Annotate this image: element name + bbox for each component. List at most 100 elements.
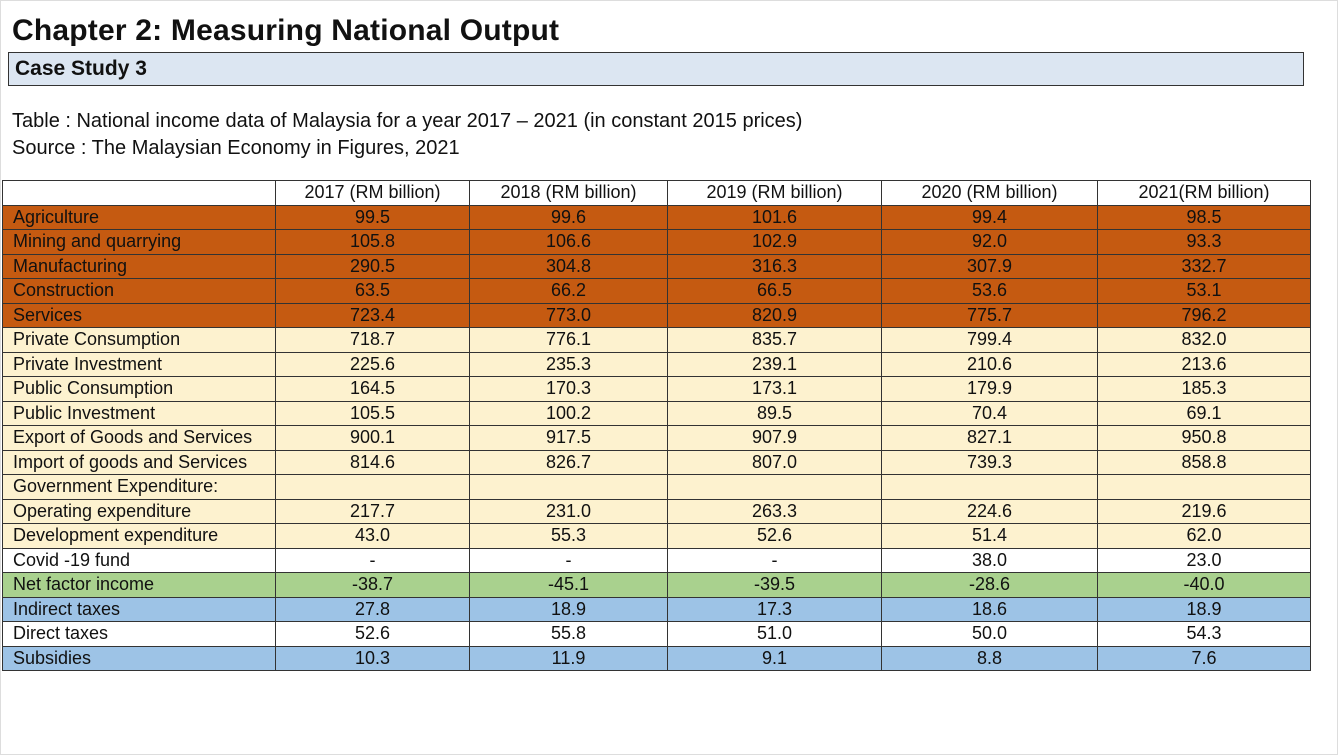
value-cell: 170.3 — [469, 376, 668, 402]
value-cell: 89.5 — [667, 400, 882, 426]
caption-line: Table : National income data of Malaysia… — [12, 110, 803, 132]
value-cell: 55.3 — [469, 523, 668, 549]
value-cell: 858.8 — [1097, 449, 1311, 475]
table-row: Covid -19 fund - - -38.0 23.0 — [2, 547, 1311, 573]
row-label: Covid -19 fund — [2, 547, 276, 573]
value-cell: 100.2 — [469, 400, 668, 426]
value-cell: 316.3 — [667, 253, 882, 279]
value-cell: 832.0 — [1097, 327, 1311, 353]
table-row: Government Expenditure: — [2, 474, 1311, 500]
value-cell: 307.9 — [881, 253, 1098, 279]
table-row: Direct taxes 52.6 55.8 51.0 50.0 54.3 — [2, 621, 1311, 647]
value-cell: 907.9 — [667, 425, 882, 451]
table-row: Operating expenditure 217.7 231.0 263.3 224.… — [2, 498, 1311, 524]
table-caption: Table : National income data of Malaysia… — [12, 108, 802, 162]
value-cell: 69.1 — [1097, 400, 1311, 426]
value-cell: 66.2 — [469, 278, 668, 304]
value-cell: 52.6 — [667, 523, 882, 549]
column-header: 2017 (RM billion) — [275, 180, 470, 206]
row-label: Public Consumption — [2, 376, 276, 402]
value-cell: 10.3 — [275, 645, 470, 671]
value-cell: 820.9 — [667, 302, 882, 328]
value-cell: 799.4 — [881, 327, 1098, 353]
row-label: Export of Goods and Services — [2, 425, 276, 451]
value-cell: 173.1 — [667, 376, 882, 402]
value-cell: 332.7 — [1097, 253, 1311, 279]
value-cell: 92.0 — [881, 229, 1098, 255]
value-cell: 66.5 — [667, 278, 882, 304]
row-label: Public Investment — [2, 400, 276, 426]
value-cell — [1097, 474, 1311, 500]
table-row: Mining and quarrying 105.8 106.6 102.9 92.0 9… — [2, 229, 1311, 255]
value-cell: 185.3 — [1097, 376, 1311, 402]
value-cell: 950.8 — [1097, 425, 1311, 451]
row-label: Government Expenditure: — [2, 474, 276, 500]
table-row: Import of goods and Services 814.6 826.7 80… — [2, 449, 1311, 475]
value-cell: 7.6 — [1097, 645, 1311, 671]
row-label: Manufacturing — [2, 253, 276, 279]
column-header: 2018 (RM billion) — [469, 180, 668, 206]
value-cell: 11.9 — [469, 645, 668, 671]
table-row: Public Consumption 164.5 170.3 173.1 179.9 18… — [2, 376, 1311, 402]
income-table: 2017 (RM billion) 2018 (RM billion) 2019 (… — [2, 180, 1311, 671]
row-label: Agriculture — [2, 204, 276, 230]
table-row: Services 723.4 773.0 820.9 775.7 796.2 — [2, 302, 1311, 328]
value-cell: 99.4 — [881, 204, 1098, 230]
value-cell: 55.8 — [469, 621, 668, 647]
row-label: Services — [2, 302, 276, 328]
row-label: Construction — [2, 278, 276, 304]
value-cell: 217.7 — [275, 498, 470, 524]
value-cell: 263.3 — [667, 498, 882, 524]
table-row: Development expenditure 43.0 55.3 52.6 51.4 6… — [2, 523, 1311, 549]
value-cell: 102.9 — [667, 229, 882, 255]
value-cell: 50.0 — [881, 621, 1098, 647]
row-label: Private Investment — [2, 351, 276, 377]
value-cell: 224.6 — [881, 498, 1098, 524]
column-header: 2020 (RM billion) — [881, 180, 1098, 206]
table-row: Manufacturing 290.5 304.8 316.3 307.9 332.7 — [2, 253, 1311, 279]
table-row: Net factor income -38.7 -45.1 -39.5 -28.6 -40… — [2, 572, 1311, 598]
value-cell: 796.2 — [1097, 302, 1311, 328]
row-label: Indirect taxes — [2, 596, 276, 622]
column-header: 2019 (RM billion) — [667, 180, 882, 206]
value-cell: 826.7 — [469, 449, 668, 475]
value-cell — [275, 474, 470, 500]
row-label: Direct taxes — [2, 621, 276, 647]
header-cell — [2, 180, 276, 206]
row-label: Private Consumption — [2, 327, 276, 353]
table-row: Public Investment 105.5 100.2 89.5 70.4 69.1 — [2, 400, 1311, 426]
value-cell: 235.3 — [469, 351, 668, 377]
value-cell: 18.9 — [1097, 596, 1311, 622]
value-cell: 231.0 — [469, 498, 668, 524]
value-cell: 23.0 — [1097, 547, 1311, 573]
value-cell: 900.1 — [275, 425, 470, 451]
value-cell: 105.8 — [275, 229, 470, 255]
value-cell: -39.5 — [667, 572, 882, 598]
value-cell: 62.0 — [1097, 523, 1311, 549]
value-cell: 93.3 — [1097, 229, 1311, 255]
value-cell: 63.5 — [275, 278, 470, 304]
value-cell: 827.1 — [881, 425, 1098, 451]
row-label: Operating expenditure — [2, 498, 276, 524]
table-row: Subsidies 10.3 11.9 9.1 8.8 7.6 — [2, 645, 1311, 671]
value-cell: 807.0 — [667, 449, 882, 475]
value-cell — [881, 474, 1098, 500]
header-row: 2017 (RM billion) 2018 (RM billion) 2019 (… — [2, 180, 1311, 206]
value-cell — [469, 474, 668, 500]
value-cell: 164.5 — [275, 376, 470, 402]
caption-line: Source : The Malaysian Economy in Figure… — [12, 137, 460, 159]
value-cell: -40.0 — [1097, 572, 1311, 598]
value-cell: 54.3 — [1097, 621, 1311, 647]
value-cell: 51.0 — [667, 621, 882, 647]
value-cell: 53.1 — [1097, 278, 1311, 304]
value-cell: 9.1 — [667, 645, 882, 671]
table-row: Indirect taxes 27.8 18.9 17.3 18.6 18.9 — [2, 596, 1311, 622]
value-cell: 213.6 — [1097, 351, 1311, 377]
value-cell: 18.9 — [469, 596, 668, 622]
value-cell: 917.5 — [469, 425, 668, 451]
row-label: Net factor income — [2, 572, 276, 598]
value-cell: 723.4 — [275, 302, 470, 328]
value-cell: - — [469, 547, 668, 573]
value-cell: 718.7 — [275, 327, 470, 353]
